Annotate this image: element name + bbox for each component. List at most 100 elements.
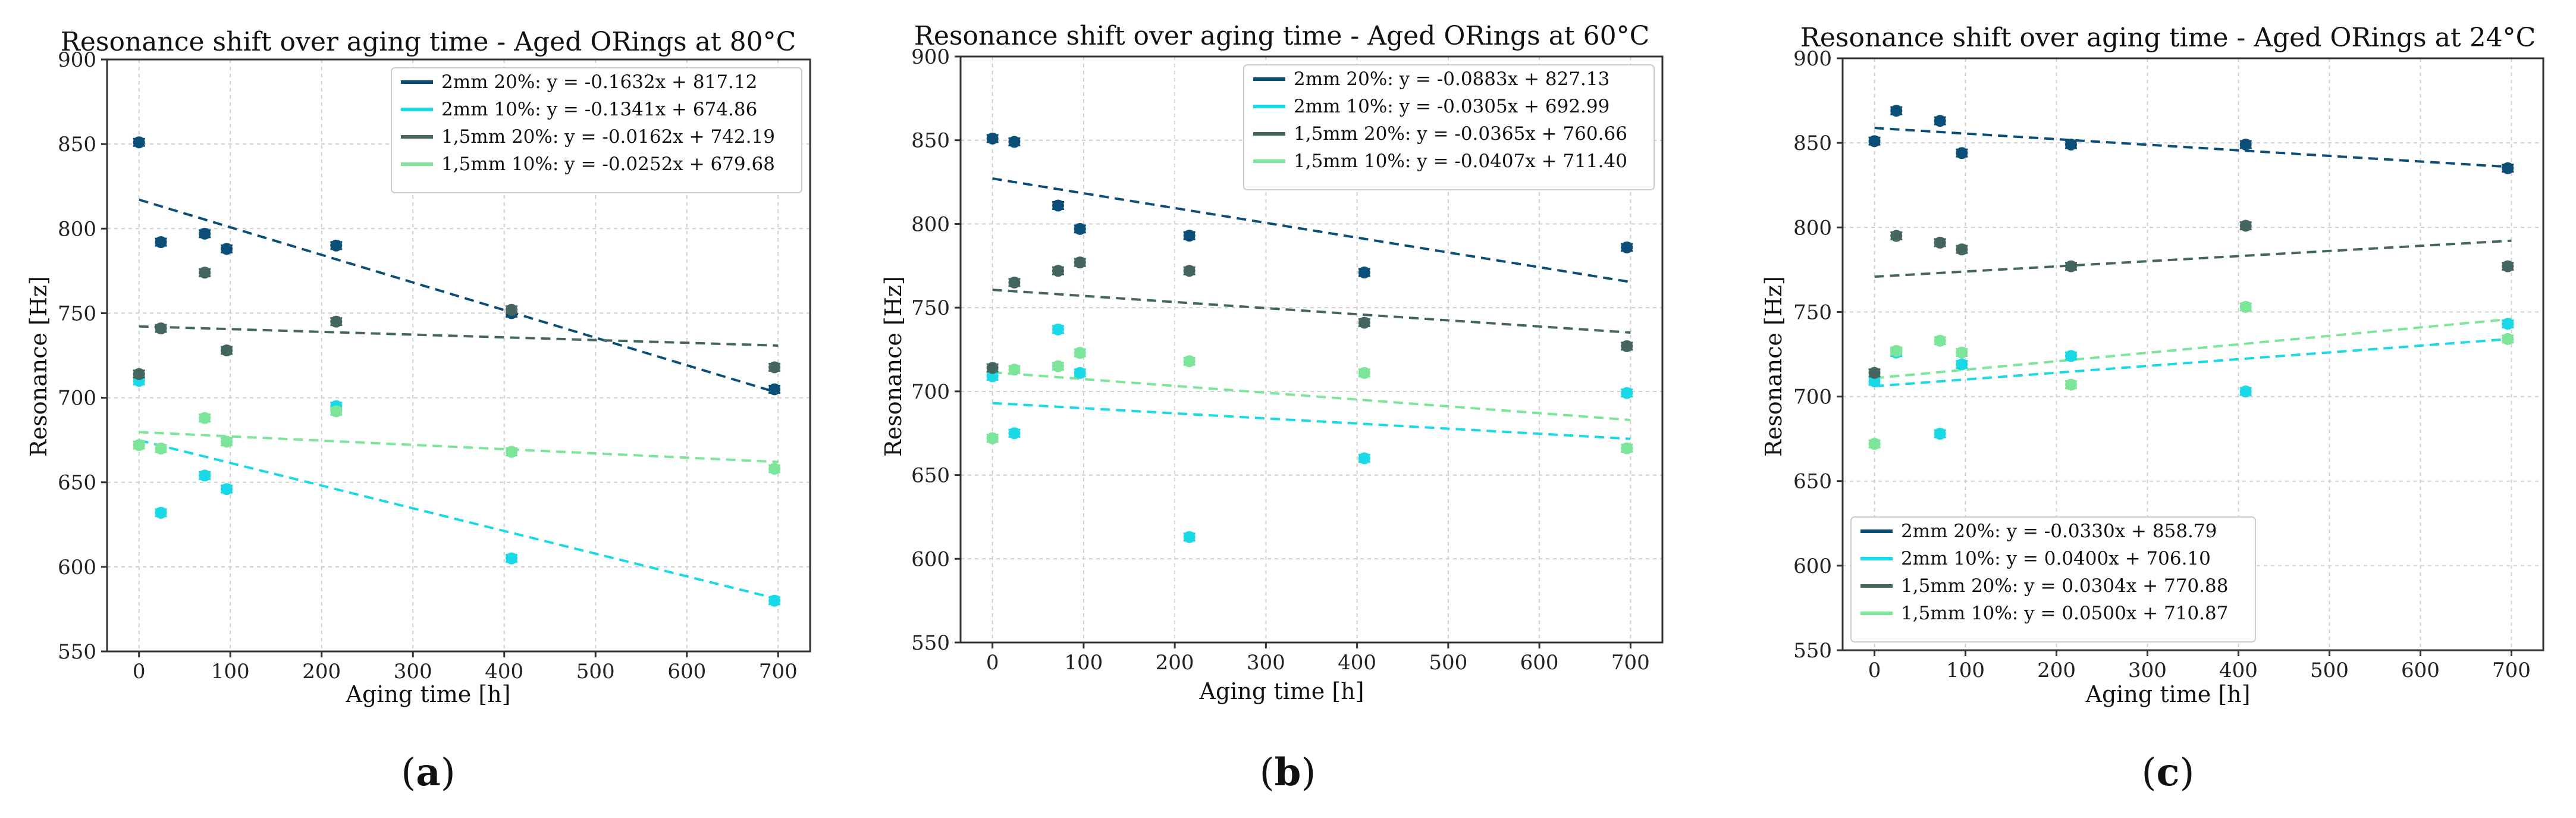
data-point bbox=[2064, 260, 2077, 272]
y-tick-label: 750 bbox=[1793, 300, 1832, 324]
data-point bbox=[221, 483, 233, 496]
legend-entry: 2mm 10%: y = -0.1341x + 674.86 bbox=[441, 99, 757, 120]
data-point bbox=[506, 446, 518, 458]
x-tick-label: 200 bbox=[1156, 651, 1194, 675]
trend-line bbox=[1874, 239, 2512, 278]
legend-entry: 1,5mm 20%: y = -0.0162x + 742.19 bbox=[441, 126, 775, 148]
legend-entry: 2mm 10%: y = -0.0305x + 692.99 bbox=[1294, 96, 1609, 117]
data-point bbox=[768, 361, 781, 374]
legend-entry: 1,5mm 10%: y = 0.0500x + 710.87 bbox=[1901, 603, 2228, 624]
x-tick-label: 300 bbox=[2128, 659, 2167, 682]
data-point bbox=[1008, 427, 1021, 440]
data-point bbox=[1074, 222, 1086, 235]
legend-entry: 2mm 10%: y = 0.0400x + 706.10 bbox=[1901, 548, 2211, 569]
data-point bbox=[2502, 318, 2514, 330]
data-point bbox=[1868, 438, 1881, 450]
data-point bbox=[768, 383, 781, 396]
data-point bbox=[1934, 115, 1946, 127]
data-point bbox=[1008, 136, 1021, 148]
legend-entry: 1,5mm 20%: y = -0.0365x + 760.66 bbox=[1294, 123, 1627, 145]
data-point bbox=[1052, 265, 1064, 277]
x-tick-label: 200 bbox=[302, 660, 341, 684]
data-point bbox=[2239, 386, 2252, 398]
data-point bbox=[1074, 256, 1086, 269]
y-tick-label: 750 bbox=[58, 302, 96, 325]
data-point bbox=[221, 243, 233, 255]
data-point bbox=[768, 594, 781, 607]
data-point bbox=[199, 469, 211, 482]
x-tick-label: 300 bbox=[1247, 651, 1285, 675]
data-point bbox=[986, 132, 999, 145]
data-point bbox=[133, 439, 145, 452]
data-point bbox=[330, 239, 343, 252]
panel-caption: (a) bbox=[401, 750, 455, 795]
y-tick-label: 800 bbox=[1793, 216, 1832, 240]
x-tick-label: 400 bbox=[1338, 651, 1376, 675]
data-point bbox=[2239, 138, 2252, 151]
data-point bbox=[199, 267, 211, 279]
data-point bbox=[768, 462, 781, 475]
data-point bbox=[221, 435, 233, 448]
data-point bbox=[1868, 135, 1881, 148]
y-tick-label: 800 bbox=[58, 217, 96, 241]
x-tick-label: 200 bbox=[2037, 659, 2076, 682]
chart-panel-a: Resonance shift over aging time - Aged O… bbox=[26, 27, 811, 795]
y-tick-label: 850 bbox=[58, 133, 96, 156]
data-point bbox=[1052, 360, 1064, 372]
x-tick-label: 100 bbox=[1064, 651, 1103, 675]
data-point bbox=[1008, 363, 1021, 376]
data-point bbox=[986, 362, 999, 374]
legend-box bbox=[1850, 516, 2256, 643]
data-point bbox=[221, 344, 233, 356]
y-tick-label: 550 bbox=[1793, 639, 1832, 663]
legend: 2mm 20%: y = -0.0883x + 827.13 2mm 10%: y… bbox=[1243, 64, 1655, 190]
trend-line bbox=[139, 431, 779, 463]
data-point bbox=[1008, 276, 1021, 289]
data-point bbox=[1358, 316, 1370, 329]
data-point bbox=[1358, 366, 1370, 379]
data-point bbox=[1868, 375, 1881, 387]
legend-entry: 1,5mm 10%: y = -0.0407x + 711.40 bbox=[1294, 151, 1627, 172]
chart-panel-c: Resonance shift over aging time - Aged O… bbox=[1761, 23, 2544, 795]
x-tick-label: 600 bbox=[2401, 659, 2440, 682]
y-axis-label: Resonance [Hz] bbox=[880, 276, 906, 457]
y-tick-label: 650 bbox=[911, 464, 950, 488]
x-axis-label: Aging time [h] bbox=[2085, 681, 2251, 707]
data-point bbox=[1183, 531, 1196, 543]
chart-title: Resonance shift over aging time - Aged O… bbox=[1800, 23, 2536, 53]
legend-entry: 2mm 20%: y = -0.0330x + 858.79 bbox=[1901, 521, 2217, 542]
data-point bbox=[2064, 378, 2077, 391]
data-point bbox=[2502, 333, 2514, 345]
data-point bbox=[1890, 105, 1903, 117]
trend-line bbox=[139, 198, 779, 394]
trend-line bbox=[139, 439, 779, 600]
data-point bbox=[986, 370, 999, 383]
trend-line bbox=[1874, 318, 2512, 380]
data-point bbox=[986, 432, 999, 444]
x-tick-label: 700 bbox=[759, 660, 798, 684]
data-point bbox=[1358, 452, 1370, 465]
data-point bbox=[1890, 344, 1903, 357]
data-point bbox=[2239, 220, 2252, 232]
data-point bbox=[1183, 230, 1196, 242]
data-point bbox=[199, 227, 211, 240]
legend-entry: 1,5mm 10%: y = -0.0252x + 679.68 bbox=[441, 153, 775, 175]
data-point bbox=[133, 368, 145, 380]
x-axis-label: Aging time [h] bbox=[1199, 678, 1364, 704]
data-point bbox=[2239, 300, 2252, 313]
chart-title: Resonance shift over aging time - Aged O… bbox=[914, 21, 1650, 51]
data-point bbox=[330, 315, 343, 328]
legend-box bbox=[391, 67, 802, 193]
y-tick-label: 550 bbox=[911, 631, 950, 655]
y-tick-label: 650 bbox=[1793, 470, 1832, 494]
y-tick-label: 750 bbox=[911, 296, 950, 320]
y-tick-label: 600 bbox=[1793, 554, 1832, 578]
x-tick-label: 500 bbox=[2310, 659, 2349, 682]
x-tick-label: 500 bbox=[576, 660, 615, 684]
plot-frame bbox=[1841, 57, 2544, 651]
data-point bbox=[133, 136, 145, 149]
data-point bbox=[1868, 366, 1881, 379]
chart-title: Resonance shift over aging time - Aged O… bbox=[61, 27, 796, 57]
y-tick-label: 900 bbox=[911, 45, 950, 69]
